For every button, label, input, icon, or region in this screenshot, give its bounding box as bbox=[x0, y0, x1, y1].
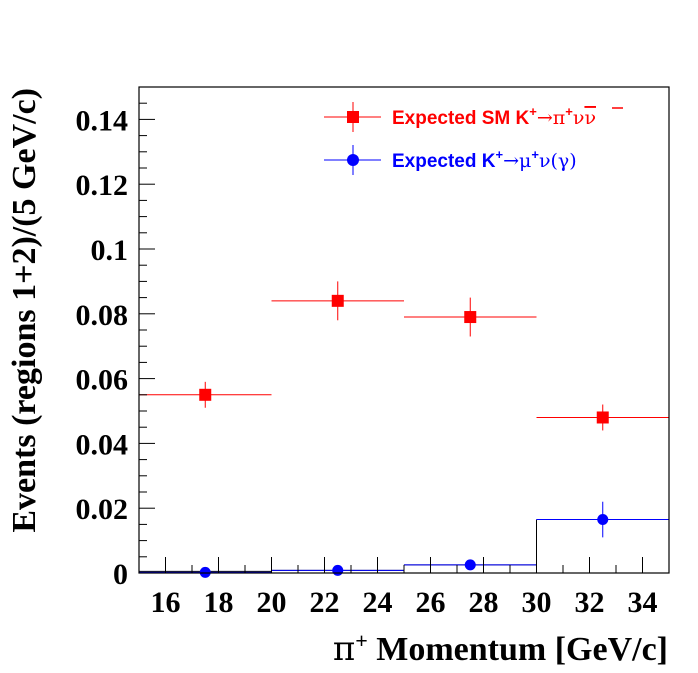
x-tick-label-8: 32 bbox=[575, 586, 605, 619]
legend-blue-circle-marker bbox=[347, 154, 359, 166]
legend-blue-label: Expected K+→μ+ν(γ) bbox=[392, 147, 577, 172]
x-tick-label-6: 28 bbox=[469, 586, 499, 619]
legend-red-label: Expected SM K+→π+νν bbox=[392, 104, 596, 129]
axis-ticks: 16 18 20 22 24 26 28 30 32 34 0 0.02 0.04 0.06 0.08 0.1… bbox=[76, 86, 670, 619]
y-tick-label-1: 0.02 bbox=[76, 493, 129, 526]
series-red-point-3-marker bbox=[596, 411, 609, 424]
y-tick-label-3: 0.06 bbox=[76, 364, 129, 397]
series-blue-point-2-marker bbox=[464, 559, 476, 571]
legend-entry-blue: Expected K+→μ+ν(γ) bbox=[324, 145, 577, 175]
x-tick-label-5: 26 bbox=[416, 586, 446, 619]
y-tick-label-5: 0.1 bbox=[91, 234, 129, 267]
series-blue-point-0-marker bbox=[199, 566, 211, 578]
series-red-point-1-marker bbox=[331, 294, 344, 307]
legend-red-square-marker bbox=[347, 111, 359, 123]
x-tick-label-9: 34 bbox=[628, 586, 658, 619]
x-tick-label-2: 20 bbox=[257, 586, 287, 619]
x-tick-label-3: 22 bbox=[310, 586, 340, 619]
y-tick-label-2: 0.04 bbox=[76, 428, 129, 461]
x-axis-title: π+ Momentum [GeV/c] bbox=[333, 628, 668, 669]
x-tick-label-1: 18 bbox=[204, 586, 234, 619]
y-tick-label-7: 0.14 bbox=[76, 104, 129, 137]
series-red-point-0-marker bbox=[199, 388, 212, 401]
x-tick-label-4: 24 bbox=[363, 586, 393, 619]
legend: Expected SM K+→π+νν Expected K+→μ+ν(γ) bbox=[324, 102, 623, 175]
y-tick-label-0: 0 bbox=[113, 558, 128, 591]
series-blue-point-1-marker bbox=[332, 564, 344, 576]
series-red-point-2-marker bbox=[464, 311, 477, 324]
x-tick-label-0: 16 bbox=[151, 586, 181, 619]
y-tick-label-4: 0.08 bbox=[76, 299, 129, 332]
y-axis-title: Events (regions 1+2)/(5 GeV/c) bbox=[6, 88, 43, 533]
legend-entry-red: Expected SM K+→π+νν bbox=[324, 102, 623, 132]
y-tick-label-6: 0.12 bbox=[76, 169, 129, 202]
series-blue-point-3-marker bbox=[597, 514, 609, 526]
x-tick-label-7: 30 bbox=[522, 586, 552, 619]
